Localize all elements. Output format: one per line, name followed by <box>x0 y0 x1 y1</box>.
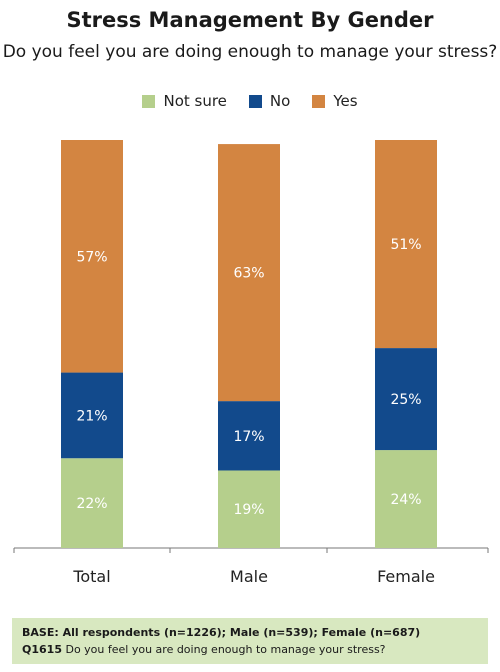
footer-question-code: Q1615 <box>22 643 62 656</box>
bar-male-not-sure <box>218 470 280 548</box>
legend-item-yes: Yes <box>312 92 358 110</box>
bar-female-yes <box>375 140 437 349</box>
footer-question-text: Do you feel you are doing enough to mana… <box>65 643 386 656</box>
legend-label-not-sure: Not sure <box>163 92 227 110</box>
x-tick-label-male: Male <box>230 567 268 586</box>
bar-male-no <box>218 401 280 471</box>
bar-total-not-sure <box>61 458 123 548</box>
legend-swatch-yes <box>312 94 326 108</box>
data-label-male-not-sure: 19% <box>233 502 264 518</box>
footer-note: BASE: All respondents (n=1226); Male (n=… <box>12 618 488 664</box>
data-label-total-no: 21% <box>76 408 107 424</box>
footer-question: Q1615 Do you feel you are doing enough t… <box>22 641 478 658</box>
legend-swatch-no <box>248 94 262 108</box>
data-label-male-no: 17% <box>233 429 264 445</box>
bar-female-no <box>375 348 437 451</box>
footer-base: BASE: All respondents (n=1226); Male (n=… <box>22 626 421 639</box>
legend-item-no: No <box>248 92 291 110</box>
data-label-male-yes: 63% <box>233 266 264 282</box>
bar-female-not-sure <box>375 450 437 548</box>
legend-label-no: No <box>269 92 291 110</box>
legend-item-not-sure: Not sure <box>142 92 227 110</box>
data-label-female-yes: 51% <box>390 237 421 253</box>
data-label-female-no: 25% <box>390 392 421 408</box>
stacked-bar-chart: 22% 21% 57% Total 19% 17% 63% Male 24% 25% 51% Fema… <box>13 140 489 586</box>
data-label-total-not-sure: 22% <box>76 496 107 512</box>
bar-total-yes <box>61 140 123 373</box>
legend-label-yes: Yes <box>333 92 358 110</box>
chart-subtitle: Do you feel you are doing enough to mana… <box>2 42 498 62</box>
legend: Not sure No Yes <box>0 92 500 110</box>
data-label-total-yes: 57% <box>76 249 107 265</box>
x-tick-label-total: Total <box>72 567 110 586</box>
chart-title: Stress Management By Gender <box>66 8 434 32</box>
x-tick-label-female: Female <box>377 567 435 586</box>
data-label-female-not-sure: 24% <box>390 492 421 508</box>
bar-male-yes <box>218 144 280 402</box>
bar-total-no <box>61 372 123 459</box>
legend-swatch-not-sure <box>142 94 156 108</box>
